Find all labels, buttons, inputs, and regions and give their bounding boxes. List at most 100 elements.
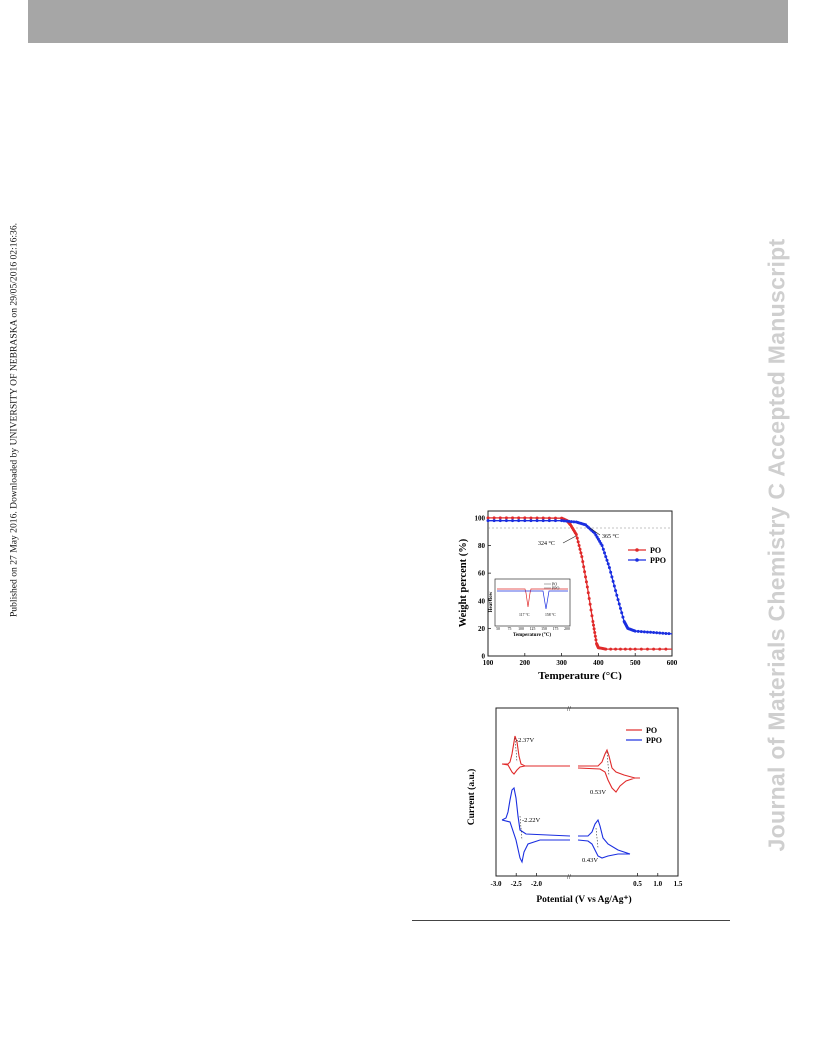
tga-point-ppo (664, 631, 668, 635)
tga-point-ppo (600, 544, 604, 548)
tga-point-ppo (553, 519, 557, 523)
tga-legend-ppo: PPO (650, 556, 666, 565)
cv-annotation-053: 0.53V (590, 789, 606, 796)
tga-point-po (628, 647, 632, 651)
cv-ylabel: Current (a.u.) (466, 769, 477, 826)
tga-point-ppo (504, 519, 508, 523)
tga-point-po (618, 647, 622, 651)
cv-xtick-label: 1.0 (653, 880, 662, 888)
tga-point-ppo (611, 579, 615, 583)
tga-annotation-365: 365 °C (602, 533, 619, 540)
tga-point-po (639, 647, 643, 651)
tga-point-po (582, 565, 586, 569)
tga-point-ppo (560, 519, 564, 523)
tga-ytick-label: 60 (478, 570, 486, 578)
tga-point-ppo (567, 519, 571, 523)
cv-annotation-m237: -2.37V (516, 737, 535, 744)
tga-point-po (614, 647, 618, 651)
tga-point-ppo (610, 575, 614, 579)
tga-inset-annotation-158: 158 °C (545, 613, 556, 617)
tga-point-ppo (603, 551, 607, 555)
tga-y-ticks: 0 20 40 60 80 100 (475, 514, 491, 661)
tga-point-ppo (607, 566, 611, 570)
tga-point-po (486, 516, 490, 520)
tga-xtick-label: 400 (593, 659, 604, 667)
tga-point-po (535, 516, 539, 520)
tga-point-ppo (621, 615, 625, 619)
tga-point-po (498, 516, 502, 520)
tga-x-ticks: 100 200 300 400 500 600 (483, 653, 678, 667)
tga-point-ppo (617, 602, 621, 606)
tga-xtick-label: 200 (520, 659, 531, 667)
tga-inset-xlabel: Temperature (°C) (513, 633, 551, 638)
tga-point-po (583, 570, 587, 574)
tga-inset-x-ticks: 50 75 100 125 150 175 200 (496, 627, 570, 631)
tga-ytick-label: 100 (475, 514, 486, 522)
cv-curve-ppo (501, 786, 631, 864)
tga-point-po (633, 647, 637, 651)
tga-point-ppo (604, 555, 608, 559)
tga-point-ppo (569, 520, 573, 524)
tga-point-ppo (658, 631, 662, 635)
tga-point-po (581, 560, 585, 564)
tga-ylabel: Weight percent (%) (458, 538, 469, 627)
tga-point-po (587, 596, 591, 600)
tga-point-po (652, 647, 656, 651)
tga-xlabel: Temperature (°C) (538, 670, 622, 680)
tga-point-ppo (601, 547, 605, 551)
published-notice: Published on 27 May 2016. Downloaded by … (8, 222, 20, 618)
tga-inset-xtick-label: 50 (496, 627, 500, 631)
tga-point-po (658, 647, 662, 651)
tga-point-po (604, 647, 608, 651)
tga-point-po (511, 516, 515, 520)
tga-point-po (580, 555, 584, 559)
header-bar (28, 0, 788, 43)
tga-point-po (609, 647, 613, 651)
tga-point-po (547, 516, 551, 520)
tga-ytick-label: 40 (478, 597, 486, 605)
tga-inset-xtick-label: 75 (508, 627, 512, 631)
cv-xtick-label: -3.0 (490, 880, 502, 888)
tga-point-po (578, 547, 582, 551)
tga-point-ppo (535, 519, 539, 523)
tga-inset: PO PPO 117 °C 158 °C 50 75 100 125 150 175 200… (489, 578, 571, 638)
tga-point-po (590, 614, 594, 618)
tga-point-ppo (639, 630, 643, 634)
tga-annotation-324: 324 °C (538, 540, 555, 547)
tga-point-po (591, 619, 595, 623)
tga-point-ppo (636, 629, 640, 633)
tga-point-po (517, 516, 521, 520)
tga-point-po (504, 516, 508, 520)
tga-point-ppo (606, 562, 610, 566)
tga-inset-legend-ppo: PPO (552, 586, 559, 591)
tga-ytick-label: 0 (482, 653, 486, 661)
tga-point-po (523, 516, 527, 520)
tga-point-ppo (486, 519, 490, 523)
tga-inset-xtick-label: 100 (518, 627, 524, 631)
tga-point-po (492, 516, 496, 520)
cv-annotation-043: 0.43V (582, 857, 598, 864)
tga-point-ppo (498, 519, 502, 523)
tga-point-ppo (616, 598, 620, 602)
tga-xtick-label: 300 (556, 659, 567, 667)
tga-point-po (664, 647, 668, 651)
journal-watermark: Journal of Materials Chemistry C Accepte… (763, 238, 790, 852)
tga-point-ppo (572, 520, 576, 524)
tga-point-ppo (645, 630, 649, 634)
tga-point-po (577, 544, 581, 548)
tga-point-po (594, 638, 598, 642)
tga-point-po (588, 602, 592, 606)
tga-point-po (553, 516, 557, 520)
tga-point-ppo (541, 519, 545, 523)
tga-point-ppo (649, 630, 653, 634)
tga-point-po (591, 623, 595, 627)
cv-marker-po-right (606, 751, 610, 777)
tga-point-po (541, 516, 545, 520)
tga-inset-xtick-label: 175 (553, 627, 559, 631)
tga-xtick-label: 600 (667, 659, 678, 667)
tga-point-ppo (652, 631, 656, 635)
tga-point-ppo (614, 589, 618, 593)
cv-marker-po-left (514, 737, 518, 763)
cv-marker-ppo-left (519, 815, 523, 841)
tga-ytick-label: 80 (478, 542, 486, 550)
